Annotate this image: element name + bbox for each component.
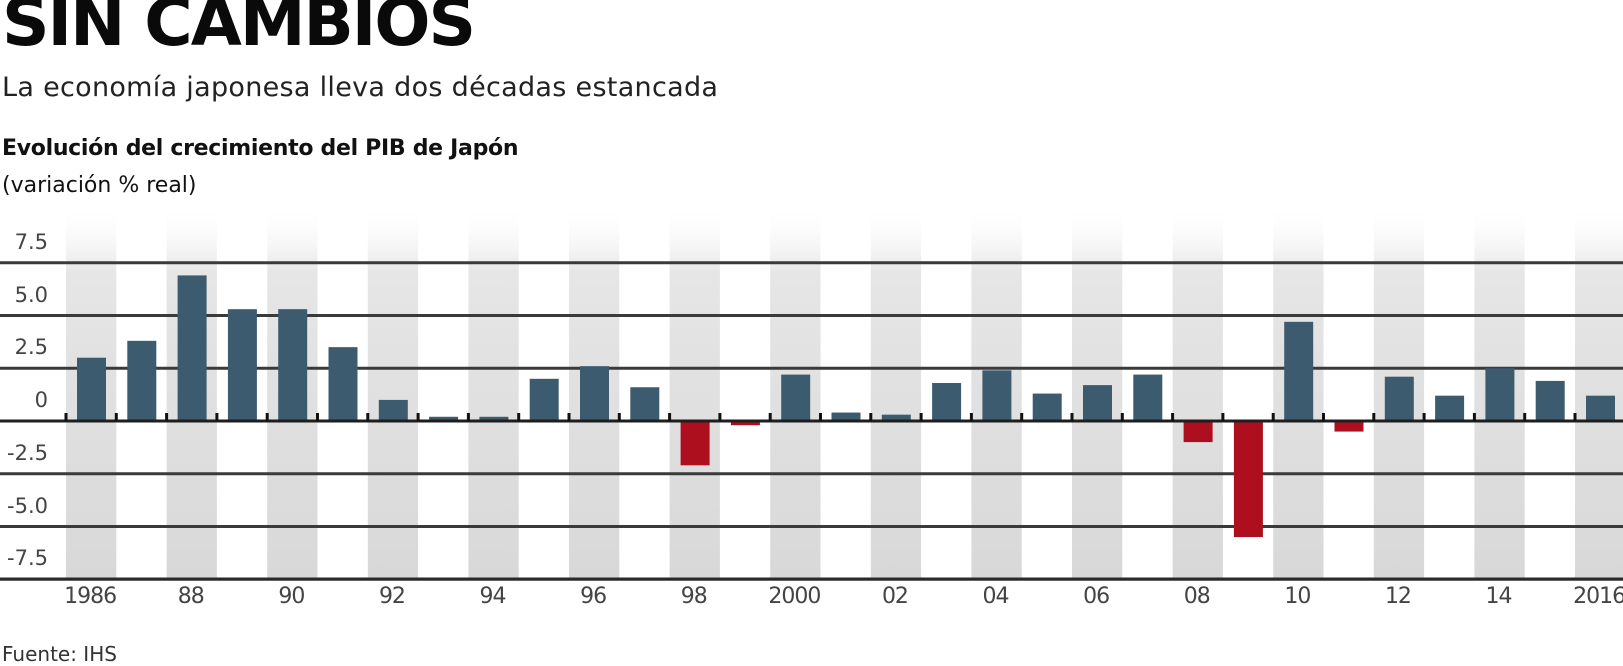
bar-2012 (1384, 376, 1414, 421)
y-tick-label: 7.5 (14, 229, 48, 254)
y-tick-label: -2.5 (7, 440, 48, 465)
bar-2015 (1535, 380, 1565, 421)
x-tick-label: 12 (1384, 584, 1412, 609)
bar-2006 (1083, 385, 1112, 421)
bar-1990 (278, 309, 308, 421)
x-tick-label: 14 (1485, 584, 1513, 609)
x-tick-label: 1986 (64, 584, 117, 609)
x-tick-label: 88 (177, 584, 205, 609)
x-tick-label: 90 (278, 584, 305, 609)
bar-1986 (77, 357, 106, 421)
y-tick-label: 2.5 (14, 335, 48, 360)
bar-2000 (781, 374, 811, 421)
x-tick-label: 04 (982, 584, 1010, 609)
headline: SIN CAMBIOS (2, 0, 476, 61)
bar-1992 (378, 399, 408, 421)
column-band (1575, 205, 1623, 580)
bar-2002 (881, 414, 911, 421)
bar-2011 (1334, 421, 1364, 432)
bar-1988 (177, 275, 207, 421)
gridlines (0, 261, 1623, 581)
bar-2008 (1183, 421, 1213, 443)
bar-2003 (932, 383, 962, 421)
x-tick-label: 10 (1284, 584, 1311, 609)
chart-title: Evolución del crecimiento del PIB de Jap… (2, 136, 519, 161)
bar-1987 (127, 340, 157, 421)
x-tick-label: 94 (479, 584, 507, 609)
bar-2001 (831, 412, 861, 421)
x-tick-label: 2016 (1573, 584, 1623, 609)
bar-1996 (580, 366, 609, 421)
y-tick-label: -5.0 (7, 493, 48, 518)
column-band (669, 205, 720, 580)
chart-unit: (variación % real) (2, 173, 197, 198)
bar-2004 (982, 370, 1012, 421)
x-tick-label: 92 (378, 584, 406, 609)
source-note: Fuente: IHS (2, 642, 117, 666)
column-band (870, 205, 922, 580)
x-tick-label: 02 (881, 584, 909, 609)
bar-2005 (1032, 393, 1062, 421)
y-tick-label: 0 (34, 388, 48, 412)
bar-1991 (328, 347, 358, 421)
bar-2009 (1233, 421, 1263, 538)
x-tick-label: 98 (680, 584, 708, 609)
x-tick-label: 2000 (768, 584, 821, 609)
y-tick-label: -7.5 (7, 546, 48, 571)
bar-1998 (680, 421, 710, 466)
bar-1993 (429, 416, 459, 421)
column-band (367, 205, 419, 580)
bars (77, 275, 1615, 538)
bar-1994 (479, 416, 509, 421)
bar-1989 (227, 309, 257, 421)
bar-2010 (1284, 321, 1314, 421)
column-band (468, 205, 519, 580)
x-tick-label: 08 (1183, 584, 1211, 609)
bar-2014 (1485, 368, 1515, 421)
bar-1999 (730, 421, 760, 426)
bar-2013 (1435, 395, 1465, 421)
column-band (1172, 205, 1223, 580)
bar-1997 (630, 387, 660, 421)
bar-2007 (1133, 374, 1163, 421)
x-ticks (0, 413, 1623, 423)
y-tick-label: 5.0 (14, 282, 48, 307)
subheadline: La economía japonesa lleva dos décadas e… (2, 72, 719, 103)
bar-2016 (1586, 395, 1615, 421)
x-tick-label: 06 (1083, 584, 1110, 609)
bar-1995 (529, 378, 559, 421)
x-tick-label: 96 (580, 584, 607, 609)
